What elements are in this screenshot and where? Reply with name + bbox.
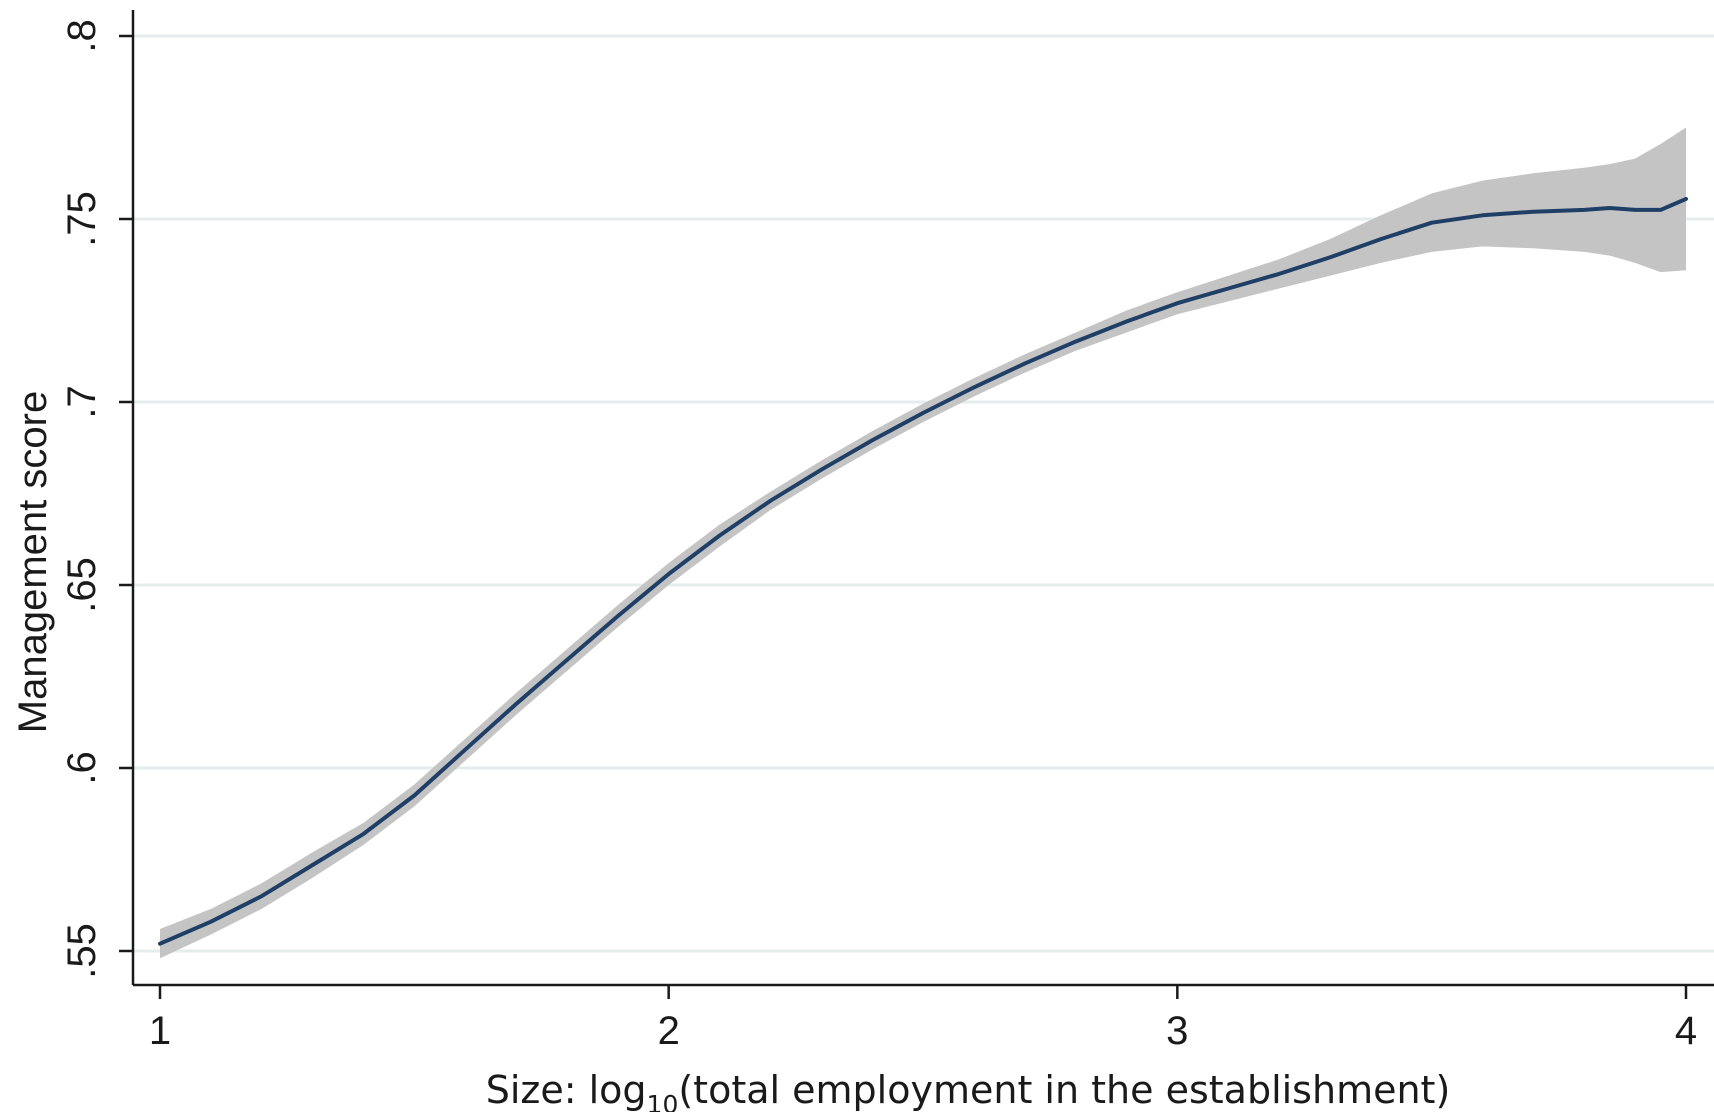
fitted-line-layer: [158, 196, 1688, 946]
y-tick-label: .55: [60, 923, 104, 979]
x-tick-labels: 1 2 3 4: [149, 1009, 1697, 1053]
confidence-band: [160, 127, 1686, 959]
y-tick-label: .7: [60, 385, 104, 418]
y-tick-label: .6: [60, 751, 104, 784]
y-tick-label: .75: [60, 191, 104, 247]
x-tick-label: 2: [658, 1009, 680, 1053]
x-tick-label: 1: [149, 1009, 171, 1053]
confidence-band-layer: [160, 127, 1686, 959]
x-axis-label-subscript: 10: [647, 1090, 679, 1112]
gridlines: [134, 34, 1714, 953]
x-tick-label: 4: [1675, 1009, 1697, 1053]
x-axis-label: Size: log10(total employment in the esta…: [486, 1068, 1451, 1112]
y-axis-label: Management score: [11, 391, 55, 733]
x-axis-label-suffix: (total employment in the establishment): [678, 1068, 1450, 1112]
x-tick-label: 3: [1166, 1009, 1188, 1053]
y-tick-label: .8: [60, 19, 104, 52]
fitted-line: [158, 196, 1688, 946]
y-tick-labels: .55 .6 .65 .7 .75 .8: [60, 19, 104, 978]
y-tick-label: .65: [60, 557, 104, 613]
axes: [119, 10, 1714, 999]
x-axis-label-prefix: Size: log: [486, 1068, 647, 1112]
